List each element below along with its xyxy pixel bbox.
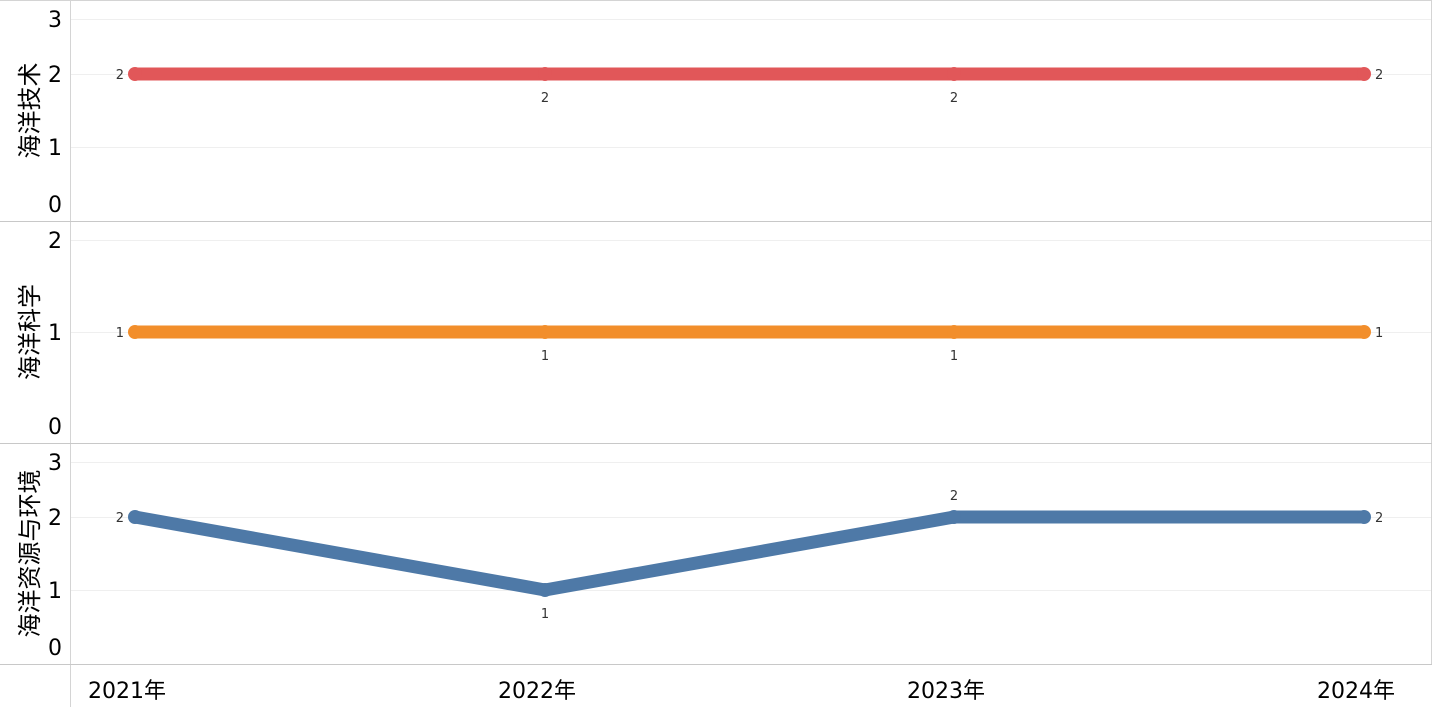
data-point — [128, 67, 142, 81]
panel-title: 海洋技术 — [16, 63, 44, 159]
y-tick-label: 3 — [48, 8, 62, 33]
data-label: 1 — [950, 349, 958, 364]
y-tick-label: 0 — [48, 415, 62, 440]
x-tick-label: 2022年 — [498, 679, 576, 704]
data-point — [1357, 67, 1371, 81]
panel-title: 海洋资源与环境 — [16, 470, 44, 638]
x-tick-label: 2023年 — [907, 679, 985, 704]
data-point — [947, 67, 961, 81]
data-point — [538, 583, 552, 597]
data-label: 2 — [116, 68, 124, 83]
y-tick-label: 2 — [48, 506, 62, 531]
y-tick-label: 1 — [48, 579, 62, 604]
data-label: 2 — [950, 489, 958, 504]
data-point — [947, 510, 961, 524]
y-tick-label: 2 — [48, 229, 62, 254]
panel-title: 海洋科学 — [16, 284, 44, 380]
data-label: 2 — [1375, 68, 1383, 83]
y-tick-label: 1 — [48, 321, 62, 346]
data-point — [538, 67, 552, 81]
y-tick-label: 3 — [48, 451, 62, 476]
data-point — [538, 325, 552, 339]
data-label: 2 — [950, 91, 958, 106]
data-point — [128, 510, 142, 524]
x-tick-label: 2024年 — [1317, 679, 1395, 704]
data-point — [1357, 510, 1371, 524]
data-label: 2 — [1375, 511, 1383, 526]
data-point — [128, 325, 142, 339]
y-tick-label: 2 — [48, 63, 62, 88]
x-axis: 2021年 2022年 2023年 2024年 — [88, 679, 1395, 704]
data-label: 1 — [541, 349, 549, 364]
data-point — [1357, 325, 1371, 339]
data-label: 2 — [116, 511, 124, 526]
y-tick-label: 1 — [48, 136, 62, 161]
data-label: 1 — [541, 607, 549, 622]
x-tick-label: 2021年 — [88, 679, 166, 704]
y-tick-label: 0 — [48, 636, 62, 661]
data-label: 1 — [116, 326, 124, 341]
y-tick-label: 0 — [48, 193, 62, 218]
data-label: 1 — [1375, 326, 1383, 341]
data-point — [947, 325, 961, 339]
series-line — [128, 510, 1371, 597]
data-label: 2 — [541, 91, 549, 106]
